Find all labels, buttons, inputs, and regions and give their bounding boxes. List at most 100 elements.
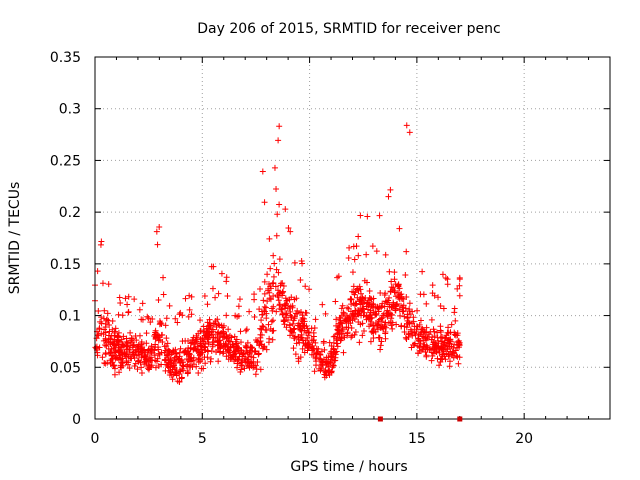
data-point [145,315,152,322]
plot-frame [94,56,611,420]
data-point [270,252,277,259]
data-point [348,334,355,341]
data-point [347,296,354,303]
data-point [207,322,214,329]
data-point [406,307,413,314]
data-point [302,283,309,290]
data-point [291,335,298,342]
data-point [403,324,410,331]
data-point [323,354,330,361]
data-point [207,355,214,362]
data-point [235,303,242,310]
data-point [229,354,236,361]
data-point [238,361,245,368]
data-point [359,332,366,339]
data-point [207,358,214,365]
data-point [205,334,212,341]
data-point [370,301,377,308]
data-point [359,305,366,312]
data-point [404,311,411,318]
data-point [290,326,297,333]
data-point [274,211,281,218]
data-point [298,258,305,265]
data-point [167,357,174,364]
data-point [297,323,304,330]
data-point [404,320,411,327]
data-point [98,330,105,337]
data-point [105,281,112,288]
data-point [431,292,438,299]
data-point [126,346,133,353]
data-point [251,291,258,298]
data-point [377,346,384,353]
data-point [275,137,282,144]
data-point [280,311,286,318]
data-point [232,338,239,345]
data-point [267,265,274,272]
data-point [391,288,398,295]
data-point [277,289,284,296]
data-point [185,313,192,320]
data-point [359,294,366,301]
data-point [136,306,143,313]
data-point [439,351,446,358]
data-point [115,346,122,353]
data-point [345,315,352,322]
data-point [261,303,268,310]
data-point [360,328,367,335]
data-point [205,348,212,355]
data-point [382,335,389,342]
data-point [192,337,199,344]
data-point [192,344,199,351]
data-point [152,357,159,364]
data-point [273,186,280,193]
data-point [333,316,340,323]
data-point [128,334,135,341]
data-point [124,361,131,368]
data-point [200,329,207,336]
data-point [166,302,173,309]
data-point [234,364,241,371]
data-point [102,335,109,342]
data-point [97,241,104,248]
data-point [328,343,335,350]
data-point [445,351,452,358]
data-point [454,353,461,360]
data-point [138,346,145,353]
data-point [186,306,193,313]
data-point [264,271,271,278]
data-point [338,312,345,319]
data-point [160,274,167,281]
data-point [297,276,304,283]
data-point [311,324,318,331]
axes [94,56,611,422]
data-point [261,278,268,285]
data-point [148,343,155,350]
data-point [366,288,373,295]
data-point [155,297,162,304]
data-point [262,326,269,333]
data-point [382,329,389,336]
data-point [110,362,117,369]
data-point [386,294,393,301]
data-point [452,317,459,324]
data-point [356,339,363,346]
data-point [310,329,317,336]
data-point [281,301,288,308]
data-point [197,342,204,349]
data-point [152,334,159,341]
x-axis-label: GPS time / hours [290,459,407,475]
data-point [231,358,238,365]
data-point [350,283,357,290]
data-point [281,321,288,328]
data-point [351,310,358,317]
data-point [326,339,333,346]
data-point [376,212,383,219]
data-point [282,295,289,302]
data-point [351,256,358,263]
data-point [295,355,302,362]
data-point [313,354,320,361]
data-point [242,327,249,334]
data-point [104,310,111,317]
data-point [118,336,125,343]
